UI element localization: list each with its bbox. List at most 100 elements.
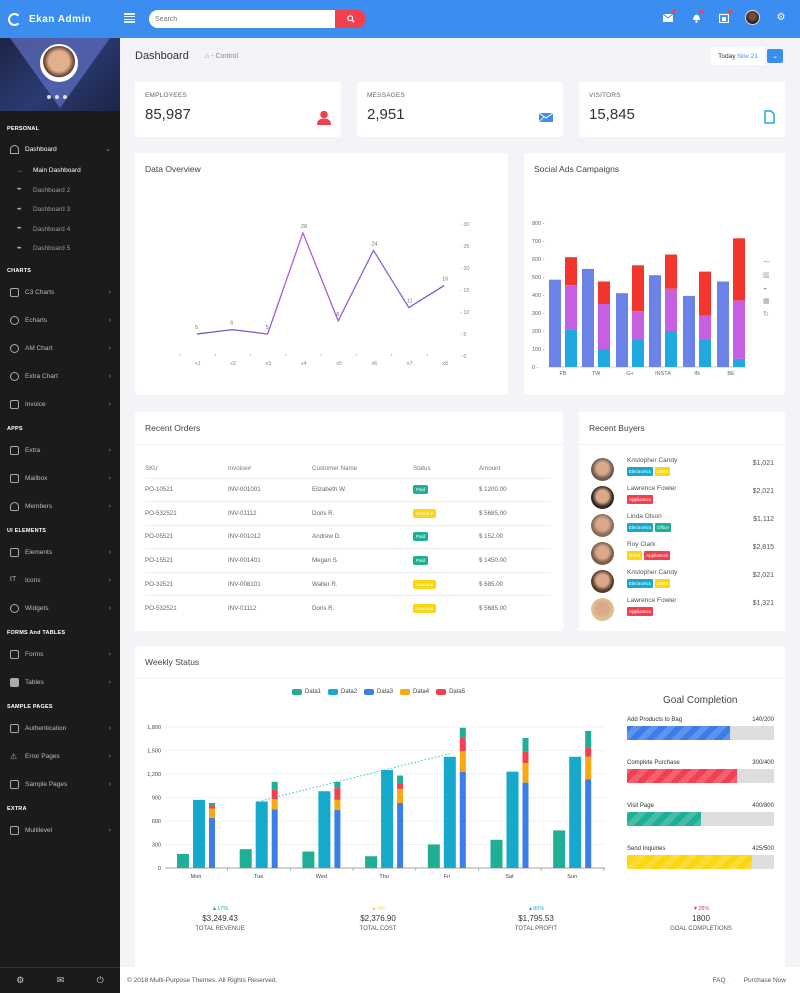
invoice[interactable]: INV-001012: [228, 524, 312, 549]
stack-mode-icon[interactable]: ◒: [763, 285, 768, 292]
svg-text:- 30: - 30: [460, 222, 469, 228]
customer: Andrew D.: [312, 524, 413, 549]
legend-data3[interactable]: Data3: [364, 689, 393, 695]
card-title: Weekly Status: [145, 657, 200, 667]
brand[interactable]: Ekan Admin: [0, 0, 120, 38]
search-input[interactable]: [149, 10, 335, 28]
mail-icon[interactable]: [661, 9, 676, 25]
gear-icon[interactable]: ⚙: [776, 12, 786, 23]
sidebar-item-c3-charts[interactable]: C3 Charts ›: [0, 279, 120, 307]
sidebar-sub-dashboard-5[interactable]: ••• Dashboard 5: [17, 245, 71, 253]
sidebar-sub-dashboard-4[interactable]: ••• Dashboard 4: [17, 225, 71, 233]
sidebar-item-icons[interactable]: tT Icons ›: [10, 576, 111, 584]
weekly-bar-chart[interactable]: 0 300 600 900 1,200 1,500 1,800 Mon Tue Wed Thu Fri…: [135, 646, 615, 906]
sidebar-sub-main-dashboard[interactable]: → Main Dashboard: [17, 167, 81, 175]
calendar-icon[interactable]: [717, 9, 732, 25]
tiled-mode-icon[interactable]: ▦: [763, 298, 770, 305]
avatar: [591, 514, 614, 537]
buyer-item[interactable]: Roy Clark Other Appliances $2,815: [589, 540, 774, 568]
table-row[interactable]: PO-32521 INV-008101 Walter R. Overdue $ …: [145, 571, 551, 596]
chevron-right-icon: ›: [108, 345, 111, 352]
sidebar-item-members[interactable]: Members ›: [0, 493, 120, 521]
kpi-change: ▲0%: [371, 906, 385, 912]
invoice[interactable]: INV-008101: [228, 571, 312, 596]
buyer-item[interactable]: Kristopher Candy Electronics Other $1,021: [589, 456, 774, 484]
purchase-now-link[interactable]: Purchase Now: [743, 977, 786, 984]
legend-data4[interactable]: Data4: [400, 689, 429, 695]
chevron-right-icon: ›: [108, 549, 111, 556]
invoice[interactable]: INV-01112: [228, 595, 312, 620]
svg-text:600 -: 600 -: [532, 257, 545, 263]
legend-data2[interactable]: Data2: [328, 689, 357, 695]
sidebar-item-forms[interactable]: Forms ›: [0, 641, 120, 669]
search-button[interactable]: [335, 10, 366, 28]
table-row[interactable]: PO-15521 INV-001401 Megan S. Paid $ 1450…: [145, 548, 551, 573]
sidebar-item-echarts[interactable]: Echarts ›: [0, 307, 120, 335]
buyer-item[interactable]: Lawrence Fowler Appliances $2,021: [589, 484, 774, 512]
chevron-right-icon: ›: [108, 753, 111, 760]
table-row[interactable]: PO-05521 INV-001012 Andrew D. Paid $ 152…: [145, 524, 551, 549]
line-chart-icon: [10, 288, 19, 297]
line-mode-icon[interactable]: ⁓: [763, 259, 770, 266]
sidebar-item-error-pages[interactable]: ⚠ Error Pages ›: [10, 752, 111, 761]
pages-icon: [10, 780, 19, 789]
settings-icon[interactable]: ⚙: [16, 975, 25, 985]
invoice[interactable]: INV-01112: [228, 501, 312, 526]
user-icon: [317, 110, 331, 127]
sidebar-sub-dashboard-3[interactable]: ••• Dashboard 3: [17, 206, 71, 214]
sidebar-item-multilevel[interactable]: Multilevel ›: [0, 817, 120, 845]
buyer-item[interactable]: Lawrence Fowler Appliances $1,321: [589, 596, 774, 624]
power-icon[interactable]: ⏻: [96, 975, 104, 985]
svg-text:Wed: Wed: [316, 874, 327, 880]
invoice[interactable]: INV-001401: [228, 548, 312, 573]
customer: Megan S.: [312, 548, 413, 573]
invoice[interactable]: INV-001001: [228, 477, 312, 502]
restore-icon[interactable]: ↻: [763, 311, 769, 318]
menu-toggle-icon[interactable]: [124, 13, 135, 23]
faq-link[interactable]: FAQ: [712, 977, 726, 984]
buyer-name: Kristopher Candy: [627, 457, 678, 464]
sidebar-item-elements[interactable]: Elements ›: [0, 539, 120, 567]
sidebar-item-dashboard[interactable]: Dashboard ⌄: [0, 137, 120, 161]
sidebar-item-invoice[interactable]: Invoice ›: [0, 391, 120, 419]
mail-icon[interactable]: ✉: [56, 975, 65, 985]
kpi-change: ▲80%: [527, 906, 545, 912]
line-chart[interactable]: - 0 - 5 - 10 - 15 - 20 - 25 - 30 x1 x2 x3 x4 x5 x6 x…: [135, 153, 508, 395]
bell-icon[interactable]: [689, 9, 704, 25]
user-avatar[interactable]: [745, 10, 760, 25]
table-row[interactable]: PO-10521 INV-001001 Elizabeth W. Paid $ …: [145, 477, 551, 502]
bar-mode-icon[interactable]: ▥: [763, 272, 770, 279]
sidebar-item-mailbox[interactable]: Mailbox ›: [0, 465, 120, 493]
sidebar-item-extra-chart[interactable]: Extra Chart ›: [0, 363, 120, 391]
legend-data1[interactable]: Data1: [292, 689, 321, 695]
profile-power-icon[interactable]: [63, 95, 67, 99]
profile-avatar[interactable]: [40, 44, 78, 82]
svg-text:G+: G+: [626, 371, 634, 377]
sidebar-item-authentication[interactable]: Authentication ›: [0, 715, 120, 743]
legend-data5[interactable]: Data5: [436, 689, 465, 695]
copyright: © 2018 Multi-Purpose Themes. All Rights …: [127, 977, 278, 984]
sidebar-item-extra[interactable]: Extra ›: [0, 437, 120, 465]
sidebar-item-sample-pages[interactable]: Sample Pages ›: [0, 771, 120, 799]
social-bar-chart[interactable]: 0 - 100 - 200 - 300 - 400 - 500 - 600 - 700 - 80…: [524, 153, 785, 395]
buyer-item[interactable]: Kristopher Candy Electronics Other $2,021: [589, 568, 774, 596]
profile-settings-icon[interactable]: [47, 95, 51, 99]
sidebar-sub-dashboard-2[interactable]: ••• Dashboard 2: [17, 186, 71, 194]
svg-text:8: 8: [336, 312, 339, 318]
sidebar-item-am-chart[interactable]: AM Chart ›: [0, 335, 120, 363]
sidebar-item-tables[interactable]: Tables ›: [0, 669, 120, 697]
home-icon[interactable]: ⌂: [205, 53, 210, 60]
buyer-item[interactable]: Linda Olson Electronics Office $1,112: [589, 512, 774, 540]
date-dropdown-button[interactable]: ⌄: [767, 49, 783, 63]
sidebar-item-widgets[interactable]: Widgets ›: [0, 595, 120, 623]
envelope-icon: [538, 112, 554, 124]
svg-text:x1: x1: [195, 361, 201, 367]
chevron-right-icon: ›: [108, 447, 111, 454]
kpi-label: TOTAL COST: [359, 926, 397, 932]
profile-mail-icon[interactable]: [55, 95, 59, 99]
table-row[interactable]: PO-532521 INV-01112 Doris R. Overdue $ 5…: [145, 595, 551, 620]
table-row[interactable]: PO-532521 INV-01112 Doris R. Overdue $ 5…: [145, 501, 551, 526]
section-extra: EXTRA: [7, 805, 27, 812]
svg-text:- 25: - 25: [460, 244, 469, 250]
col-amount: Amount: [479, 464, 501, 472]
